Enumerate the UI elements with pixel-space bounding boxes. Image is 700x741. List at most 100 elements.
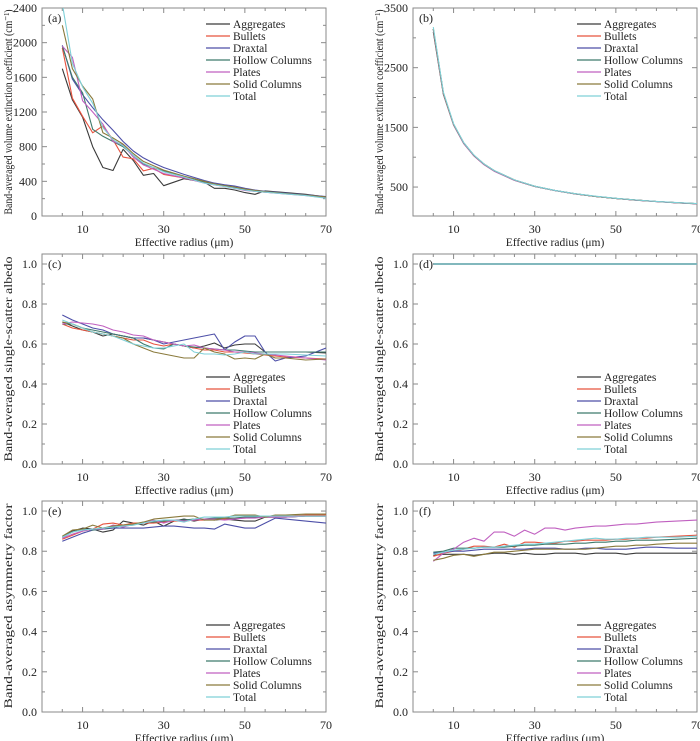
legend-label: Bullets [233,632,266,644]
legend-label: Solid Columns [233,680,302,692]
series-line-hollow-columns [61,45,326,198]
x-tick-label: 50 [239,470,251,484]
y-tick-label: 2400 [13,1,37,15]
series-group [432,27,697,205]
x-axis-label: Effective radius (μm) [135,485,234,497]
panel-label: (b) [419,11,433,25]
y-tick-label: 0.8 [393,544,408,558]
series-line-solid-columns [433,542,697,561]
legend-label: Hollow Columns [604,55,683,67]
y-tick-label: 0.6 [22,337,37,351]
legend-label: Aggregates [233,19,286,31]
legend-label: Aggregates [604,19,657,31]
series-line-draxtal [61,45,326,198]
chart-panel-b: 10 30 50 70 500 1500 2500 3500 Effective radius … [374,1,700,249]
x-tick-label: 30 [529,470,541,484]
chart-panel-f: 10 30 50 70 0.0 0.2 0.4 0.6 0.8 1.0 Effective radi… [374,500,700,741]
x-tick-label: 70 [691,718,700,732]
x-tick-label: 10 [448,222,460,236]
x-tick-label: 50 [239,222,251,236]
legend-label: Solid Columns [233,79,302,91]
y-tick-label: 0.2 [22,665,37,679]
series-group [62,314,326,362]
legend-label: Plates [604,420,632,432]
chart-panel-d: 10 30 50 70 0.0 0.2 0.4 0.6 0.8 1.0 Effective radi… [374,253,700,497]
legend-label: Solid Columns [233,432,302,444]
x-tick-label: 50 [610,470,622,484]
y-tick-label: 0 [31,209,37,223]
legend-label: Draxtal [604,644,638,656]
legend-label: Total [604,91,627,103]
series-line-total [433,535,697,555]
y-tick-label: 400 [19,174,37,188]
series-group [61,8,326,199]
panel-label: (a) [48,11,61,25]
panel-label: (f) [419,504,431,518]
x-tick-label: 10 [77,718,89,732]
y-tick-label: 1200 [13,105,37,119]
x-tick-label: 10 [448,470,460,484]
series-line-total [62,515,326,538]
legend-label: Total [604,444,627,456]
x-tick-label: 70 [691,222,700,236]
plot-frame [41,7,327,217]
legend-label: Bullets [604,31,637,43]
y-tick-label: 0.0 [393,457,408,471]
legend-label: Total [233,692,256,704]
legend-label: Bullets [233,31,266,43]
y-axis-label: Band-averaged volume extinction coeffici… [3,9,15,214]
y-tick-label: 0.8 [393,297,408,311]
chart-panel-e: 10 30 50 70 0.0 0.2 0.4 0.6 0.8 1.0 Effective radi… [3,500,332,741]
x-axis-label: Effective radius (μm) [506,485,605,497]
y-tick-label: 1.0 [22,257,37,271]
y-tick-label: 0.4 [393,625,408,639]
legend-label: Aggregates [604,620,657,632]
y-tick-label: 0.6 [393,584,408,598]
series-line-total [62,319,326,357]
x-tick-label: 30 [158,222,170,236]
legend-label: Solid Columns [604,680,673,692]
legend-label: Bullets [233,384,266,396]
x-tick-label: 50 [239,718,251,732]
legend-label: Total [233,444,256,456]
x-tick-label: 30 [158,718,170,732]
legend-label: Hollow Columns [233,55,312,67]
y-tick-label: 800 [19,140,37,154]
y-tick-label: 500 [390,180,408,194]
y-tick-label: 0.0 [393,705,408,719]
y-tick-label: 0.2 [22,417,37,431]
y-tick-label: 0.8 [22,297,37,311]
x-tick-label: 70 [320,222,332,236]
y-tick-label: 1500 [384,120,408,134]
y-tick-label: 0.4 [22,377,37,391]
legend-label: Plates [604,67,632,79]
legend-label: Draxtal [604,396,638,408]
legend-label: Draxtal [604,43,638,55]
x-tick-label: 50 [610,222,622,236]
legend-label: Aggregates [233,620,286,632]
series-line-solid-columns [61,25,326,198]
x-tick-label: 10 [77,470,89,484]
legend-label: Hollow Columns [233,408,312,420]
y-tick-label: 0.2 [393,665,408,679]
legend-label: Draxtal [233,396,267,408]
x-tick-label: 50 [610,718,622,732]
legend-label: Draxtal [233,43,267,55]
panel-label: (e) [48,504,61,518]
y-tick-label: 0.0 [22,457,37,471]
y-tick-label: 2000 [13,36,37,50]
y-tick-label: 0.2 [393,417,408,431]
series-line-aggregates [61,68,326,198]
panel-label: (c) [48,257,61,271]
legend-label: Draxtal [233,644,267,656]
y-axis-label: Band-averaged single-scatter albedo [374,256,386,461]
x-tick-label: 30 [158,470,170,484]
chart-panel-a: 10 30 50 70 0 400 800 1200 1600 2000 2400 Effective… [3,1,332,249]
panel-label: (d) [419,257,433,271]
